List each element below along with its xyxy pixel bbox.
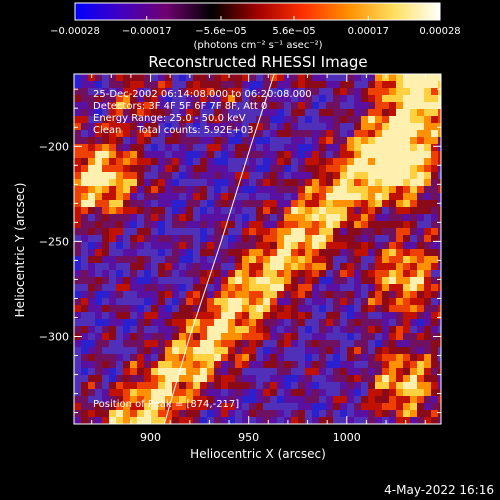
chart-title: Reconstructed RHESSI Image xyxy=(148,53,367,71)
annotation-detectors: Detectors: 3F 4F 5F 6F 7F 8F, Att 0 xyxy=(93,101,267,112)
annotation-clean-counts: Clean Total counts: 5.92E+03 xyxy=(93,125,253,136)
x-tick-label: 950 xyxy=(238,431,259,444)
colorbar-unit-label: (photons cm⁻² s⁻¹ asec⁻²) xyxy=(193,40,322,51)
peak-position-label: Position of Peak = [874,-217] xyxy=(93,399,239,410)
annotation-block: 25-Dec-2002 06:14:08.000 to 06:20:08.000… xyxy=(93,89,312,136)
timestamp: 4-May-2022 16:16 xyxy=(384,483,494,497)
colorbar-frame xyxy=(74,2,441,21)
colorbar-gradient xyxy=(75,3,440,20)
plot-frame xyxy=(73,73,442,425)
colorbar-tick-label: 0.00017 xyxy=(348,26,389,37)
axis-ticks: 900 950 1000 −200 −250 −300 xyxy=(39,74,441,444)
x-tick-label: 1000 xyxy=(333,431,361,444)
annotation-energy-range: Energy Range: 25.0 - 50.0 keV xyxy=(93,113,246,124)
heatmap-cells xyxy=(74,74,441,424)
y-tick-label: −300 xyxy=(39,331,69,344)
y-axis-label: Heliocentric Y (arcsec) xyxy=(13,183,27,318)
x-axis-label: Heliocentric X (arcsec) xyxy=(190,447,326,461)
solar-limb-curve xyxy=(163,74,275,424)
colorbar-tick-label: 5.6e−05 xyxy=(272,26,315,37)
colorbar-tick-label: −5.6e−05 xyxy=(195,26,247,37)
annotation-time-range: 25-Dec-2002 06:14:08.000 to 06:20:08.000 xyxy=(93,89,312,100)
plot-area: 900 950 1000 −200 −250 −300 xyxy=(39,73,442,444)
colorbar: −0.00028 −0.00017 −5.6e−05 5.6e−05 0.00017 0.… xyxy=(50,2,461,51)
y-tick-label: −250 xyxy=(39,235,69,248)
x-tick-label: 900 xyxy=(140,431,161,444)
colorbar-tick-label: −0.00017 xyxy=(122,26,172,37)
y-tick-label: −200 xyxy=(39,140,69,153)
colorbar-ticks: −0.00028 −0.00017 −5.6e−05 5.6e−05 0.00017 0.… xyxy=(50,16,461,37)
colorbar-tick-label: −0.00028 xyxy=(50,26,100,37)
colorbar-tick-label: 0.00028 xyxy=(419,26,460,37)
